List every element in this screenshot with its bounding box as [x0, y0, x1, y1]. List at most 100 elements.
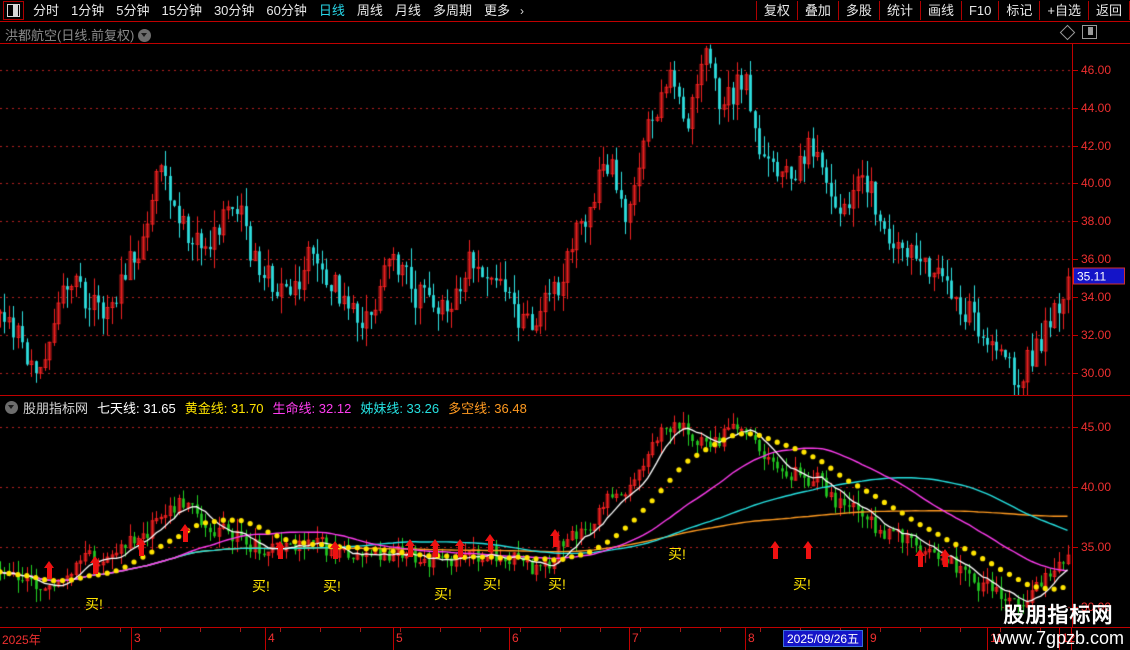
- buy-signal-arrow: [405, 539, 416, 557]
- main-price-axis: 46.00 44.00 42.00 40.00 38.00 36.00 34.00 32.00…: [1072, 44, 1130, 396]
- buy-signal-arrow: [803, 541, 814, 559]
- buy-signal-label: 买!: [323, 578, 341, 594]
- watermark-title: 股朋指标网: [1003, 604, 1114, 627]
- axis-label: 38.00: [1081, 214, 1112, 229]
- buy-signal-arrow: [90, 556, 101, 574]
- legend-item-3: 生命线: 32.12: [272, 400, 352, 416]
- indicator-chart-panel[interactable]: 股朋指标网 七天线: 31.65 黄金线: 31.70 生命线: 32.12 姊妹线: …: [0, 395, 1130, 628]
- chevron-right-icon[interactable]: ›: [519, 3, 524, 18]
- date-separator: [393, 628, 394, 650]
- date-minor-tick: [320, 628, 321, 632]
- toolbar-button-画线[interactable]: 画线: [919, 1, 962, 20]
- chevron-down-icon[interactable]: [138, 29, 152, 42]
- selected-date-tag: 2025/09/26五: [783, 630, 864, 647]
- toolbar-button-统计[interactable]: 统计: [878, 1, 921, 20]
- stock-header: 洪都航空(日线.前复权): [0, 22, 1130, 44]
- date-minor-tick: [1000, 628, 1001, 632]
- date-label-7: 9: [870, 631, 877, 645]
- axis-label: 34.00: [1081, 290, 1112, 305]
- axis-tick: [1073, 546, 1078, 548]
- buy-signal-arrow: [180, 524, 191, 542]
- axis-tick: [1073, 259, 1078, 261]
- axis-tick: [1073, 606, 1078, 608]
- date-separator: [509, 628, 510, 650]
- axis-label: 40.00: [1081, 176, 1112, 191]
- indicator-price-axis: 45.00 40.00 35.00 30.00: [1072, 396, 1130, 628]
- stock-title-row: 洪都航空(日线.前复权): [5, 25, 152, 44]
- date-label-5: 7: [632, 631, 639, 645]
- candlestick-plot[interactable]: [0, 44, 1072, 395]
- toolbar-button-多股[interactable]: 多股: [837, 1, 880, 20]
- date-minor-tick: [440, 628, 441, 632]
- date-minor-tick: [360, 628, 361, 632]
- toolbar-button-F10[interactable]: F10: [960, 1, 1000, 20]
- indicator-plot[interactable]: [0, 396, 1072, 627]
- period-tab-4[interactable]: 30分钟: [213, 3, 255, 18]
- period-tab-8[interactable]: 月线: [394, 3, 421, 18]
- period-tab-7[interactable]: 周线: [356, 3, 383, 18]
- buy-signal-arrow: [455, 539, 466, 557]
- date-minor-tick: [200, 628, 201, 632]
- date-label-2: 4: [268, 631, 275, 645]
- chevron-down-icon[interactable]: [5, 400, 18, 414]
- date-minor-tick: [40, 628, 41, 632]
- legend-item-0: 股朋指标网: [23, 400, 89, 416]
- date-minor-tick: [640, 628, 641, 632]
- period-tab-5[interactable]: 60分钟: [266, 3, 307, 18]
- axis-label: 36.00: [1081, 252, 1112, 267]
- axis-label: 45.00: [1081, 420, 1112, 435]
- date-separator: [629, 628, 630, 650]
- date-separator: [987, 628, 988, 650]
- axis-tick: [1073, 373, 1078, 375]
- date-axis[interactable]: 2025年 3 4 5 6 7 8 9 11 12 2025/09/26五: [0, 627, 1130, 650]
- buy-signal-arrow: [275, 541, 286, 559]
- toolbar-button-标记[interactable]: 标记: [998, 1, 1041, 20]
- toolbar-action-buttons: 复权 叠加 多股 统计 画线 F10 标记 +自选 返回: [755, 0, 1130, 21]
- date-minor-tick: [680, 628, 681, 632]
- toolbar-button-返回[interactable]: 返回: [1087, 1, 1130, 20]
- split-square-icon[interactable]: [1082, 25, 1097, 39]
- period-tab-9[interactable]: 多周期: [432, 3, 472, 18]
- toolbar-button-叠加[interactable]: 叠加: [796, 1, 839, 20]
- date-label-8: 11: [990, 631, 1003, 645]
- top-toolbar: 分时 1分钟 5分钟 15分钟 30分钟 60分钟 日线 周线 月线 多周期 更多 › 复权 叠加 多股统…: [0, 0, 1130, 22]
- period-tab-3[interactable]: 15分钟: [161, 3, 202, 18]
- watermark: 股朋指标网 www.7gpzb.com: [993, 604, 1124, 648]
- period-tab-2[interactable]: 5分钟: [116, 3, 150, 18]
- buy-signal-label: 买!: [668, 546, 686, 562]
- axis-label: 35.00: [1081, 539, 1112, 554]
- date-separator: [745, 628, 746, 650]
- buy-signal-label: 买!: [483, 576, 501, 592]
- axis-tick: [1073, 335, 1078, 337]
- axis-tick: [1073, 107, 1078, 109]
- main-chart-panel[interactable]: 46.00 44.00 42.00 40.00 38.00 36.00 34.00 32.00…: [0, 43, 1130, 396]
- date-minor-tick: [480, 628, 481, 632]
- date-minor-tick: [280, 628, 281, 632]
- axis-label: 32.00: [1081, 328, 1112, 343]
- buy-signal-arrow: [940, 549, 951, 567]
- buy-signal-label: 买!: [548, 576, 566, 592]
- toolbar-button-+自选[interactable]: +自选: [1039, 1, 1089, 20]
- axis-label: 30.00: [1081, 599, 1112, 614]
- buy-signal-arrow: [430, 539, 441, 557]
- date-separator: [867, 628, 868, 650]
- period-tab-0[interactable]: 分时: [33, 3, 60, 18]
- buy-signal-arrow: [485, 534, 496, 552]
- date-minor-tick: [160, 628, 161, 632]
- period-tab-6[interactable]: 日线: [318, 3, 345, 18]
- date-axis-right-divider: [1071, 628, 1072, 650]
- buy-signal-arrow: [136, 538, 147, 556]
- axis-label: 42.00: [1081, 138, 1112, 153]
- axis-tick: [1073, 221, 1078, 223]
- period-tab-1[interactable]: 1分钟: [71, 3, 105, 18]
- header-icons: [1059, 24, 1097, 40]
- diamond-icon[interactable]: [1059, 24, 1076, 40]
- buy-signal-label: 买!: [793, 576, 811, 592]
- buy-signal-label: 买!: [434, 586, 452, 602]
- legend-item-1: 七天线: 31.65: [97, 400, 176, 416]
- toolbar-button-复权[interactable]: 复权: [755, 1, 798, 20]
- axis-label: 46.00: [1081, 62, 1112, 77]
- axis-tick: [1073, 183, 1078, 185]
- layout-toggle-icon[interactable]: [3, 1, 24, 20]
- period-tab-10[interactable]: 更多: [483, 3, 510, 18]
